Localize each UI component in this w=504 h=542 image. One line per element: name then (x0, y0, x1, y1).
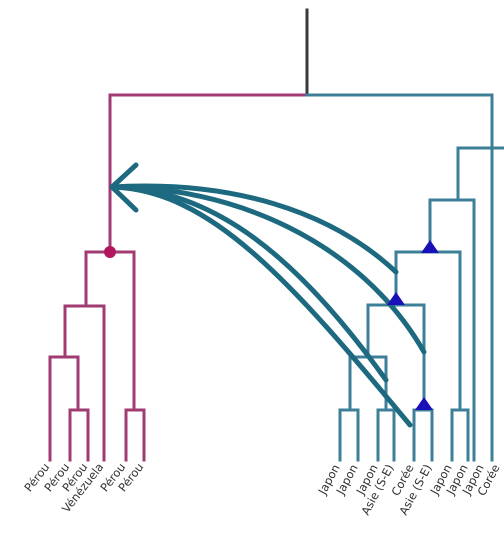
node-triangle-marker-2 (387, 292, 405, 305)
node-triangle-marker-3 (415, 397, 433, 410)
node-markers (104, 240, 439, 410)
transfer-arrowhead (109, 162, 139, 213)
transfer-arrow-4 (109, 184, 413, 428)
transfer-arrows (109, 162, 427, 428)
transfer-arrow-1 (109, 183, 399, 275)
node-triangle-marker-1 (421, 240, 439, 253)
node-dot-marker (104, 246, 116, 258)
transfer-arrow-2 (109, 184, 427, 355)
leaf-labels: Pérou Pérou Pérou Vénézuela Pérou Pérou … (21, 460, 502, 517)
tree-branches (48, 8, 504, 462)
